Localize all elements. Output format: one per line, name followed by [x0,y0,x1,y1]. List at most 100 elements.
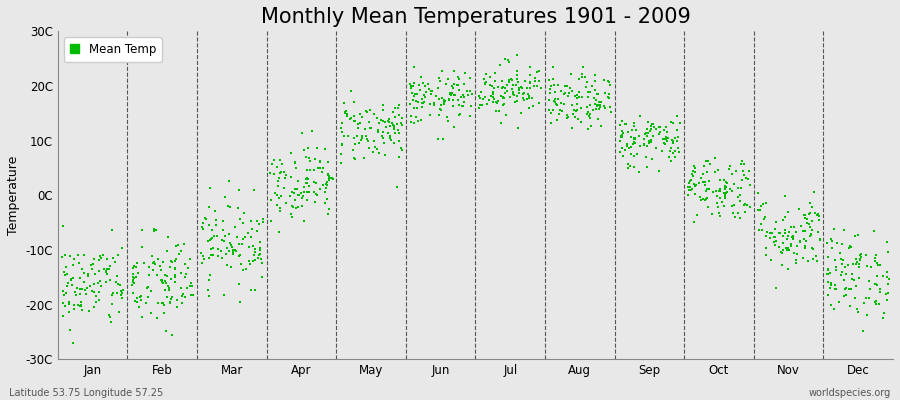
Point [806,246,820,252]
Point [498,90,512,96]
Point [310,192,324,198]
Point [163,299,177,306]
Point [472,102,487,108]
Point [58,303,73,310]
Point [806,218,820,224]
Point [588,101,602,108]
Point [335,120,349,126]
Point [483,74,498,80]
Point [321,172,336,179]
Point [784,241,798,247]
Point [240,230,255,236]
Point [448,92,463,98]
Point [429,93,444,99]
Point [588,95,602,102]
Point [590,90,604,97]
Point [338,100,352,106]
Point [56,222,70,229]
Point [246,258,260,265]
Point [713,194,727,201]
Point [681,180,696,186]
Point [645,155,660,162]
Point [666,120,680,126]
Point [764,230,778,236]
Point [737,202,751,208]
Point [693,194,707,200]
Point [584,123,598,130]
Point [588,72,602,78]
Point [570,107,584,114]
Point [820,270,834,277]
Point [320,171,335,177]
Point [724,188,739,195]
Point [803,223,817,230]
Point [797,244,812,251]
Point [517,97,531,104]
Point [543,90,557,96]
Point [618,121,633,127]
Point [812,216,826,223]
Point [427,101,441,108]
Point [406,97,420,103]
Point [834,272,849,278]
Point [810,257,824,264]
Point [220,262,234,268]
Point [125,271,140,278]
Point [403,81,418,87]
Point [347,99,362,106]
Point [308,199,322,206]
Point [160,294,175,300]
Point [742,168,756,174]
Point [74,299,88,305]
Point [349,132,364,139]
Point [499,85,513,91]
Point [628,136,643,143]
Point [774,250,788,256]
Point [699,188,714,194]
Point [554,88,568,94]
Point [789,242,804,249]
Point [160,233,175,240]
Point [225,244,239,250]
Point [233,252,248,258]
Point [853,257,868,263]
Point [813,236,827,243]
Point [879,269,894,276]
Point [326,176,340,182]
Point [217,292,231,298]
Point [710,193,724,200]
Point [233,216,248,222]
Point [823,284,837,291]
Point [134,292,148,299]
Point [494,120,508,126]
Point [344,88,358,94]
Point [499,112,513,118]
Point [781,233,796,240]
Point [354,137,368,144]
Point [432,112,446,118]
Point [362,119,376,125]
Point [284,188,299,195]
Point [322,205,337,212]
Point [567,107,581,114]
Point [423,88,437,94]
Point [232,240,247,247]
Point [500,56,515,63]
Point [242,244,256,250]
Point [525,94,539,101]
Point [478,94,492,101]
Point [563,85,578,92]
Point [480,70,494,77]
Point [515,85,529,92]
Point [775,217,789,223]
Point [516,95,530,102]
Point [569,108,583,114]
Point [640,130,654,136]
Point [158,328,173,334]
Point [360,136,374,143]
Point [565,102,580,108]
Point [124,282,139,288]
Point [478,80,492,87]
Point [159,272,174,279]
Point [450,73,464,80]
